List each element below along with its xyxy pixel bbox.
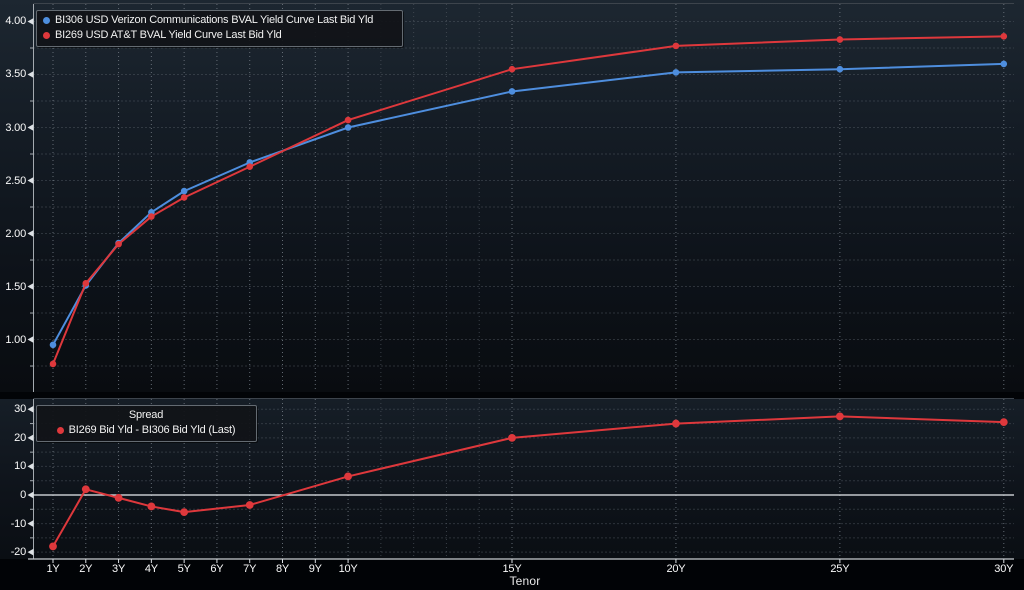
x-tick-label: 30Y [994,563,1014,575]
y-tick-label-spread: 20 [14,431,26,444]
x-tick-label: 5Y [177,563,191,575]
x-tick-label: 9Y [308,563,322,575]
x-tick-label: 1Y [46,563,60,575]
x-tick-label: 10Y [338,563,358,575]
legend-item-bi306[interactable]: BI306 USD Verizon Communications BVAL Yi… [43,13,395,28]
legend-item-spread-label: BI269 Bid Yld - BI306 Bid Yld (Last) [68,424,236,436]
x-tick-label: 20Y [666,563,686,575]
y-tick-label-yield: 2.50 [5,174,26,187]
x-axis-title: Tenor [509,574,541,588]
y-tick-label-spread: 30 [14,403,26,416]
yield-curves-legend: BI306 USD Verizon Communications BVAL Yi… [36,10,403,47]
y-tick-label-spread: -10 [10,517,27,530]
x-tick-label: 2Y [79,563,93,575]
y-tick-label-spread: -20 [10,546,27,559]
x-axis-band [0,559,1024,590]
x-tick-label: 15Y [502,563,522,575]
x-tick-label: 25Y [830,563,850,575]
y-tick-label-yield: 3.50 [5,68,26,81]
y-tick-label-yield: 1.50 [5,280,26,293]
y-tick-label-spread: 0 [20,489,26,501]
y-tick-label-spread: 10 [14,460,26,473]
x-tick-label: 7Y [243,563,257,575]
spread-legend: Spread BI269 Bid Yld - BI306 Bid Yld (La… [36,405,257,442]
x-tick-label: 3Y [112,563,126,575]
x-tick-label: 4Y [144,563,158,575]
legend-item-bi269-label: BI269 USD AT&T BVAL Yield Curve Last Bid… [55,29,282,41]
bi306-series-dot-icon [43,17,50,24]
legend-item-bi306-label: BI306 USD Verizon Communications BVAL Yi… [55,14,374,26]
x-tick-label: 6Y [210,563,224,575]
y-tick-label-yield: 2.00 [5,227,26,240]
spread-series-dot-icon [56,427,64,434]
spread-legend-title: Spread [128,409,164,421]
y-tick-label-yield: 3.00 [5,121,26,134]
legend-item-bi269[interactable]: BI269 USD AT&T BVAL Yield Curve Last Bid… [43,28,395,43]
legend-item-spread[interactable]: BI269 Bid Yld - BI306 Bid Yld (Last) [43,423,249,438]
panel-separator [0,392,1024,399]
y-tick-label-yield: 4.00 [5,15,26,28]
bi269-series-dot-icon [43,32,50,39]
x-tick-label: 8Y [275,563,290,575]
y-tick-label-yield: 1.00 [5,333,26,346]
